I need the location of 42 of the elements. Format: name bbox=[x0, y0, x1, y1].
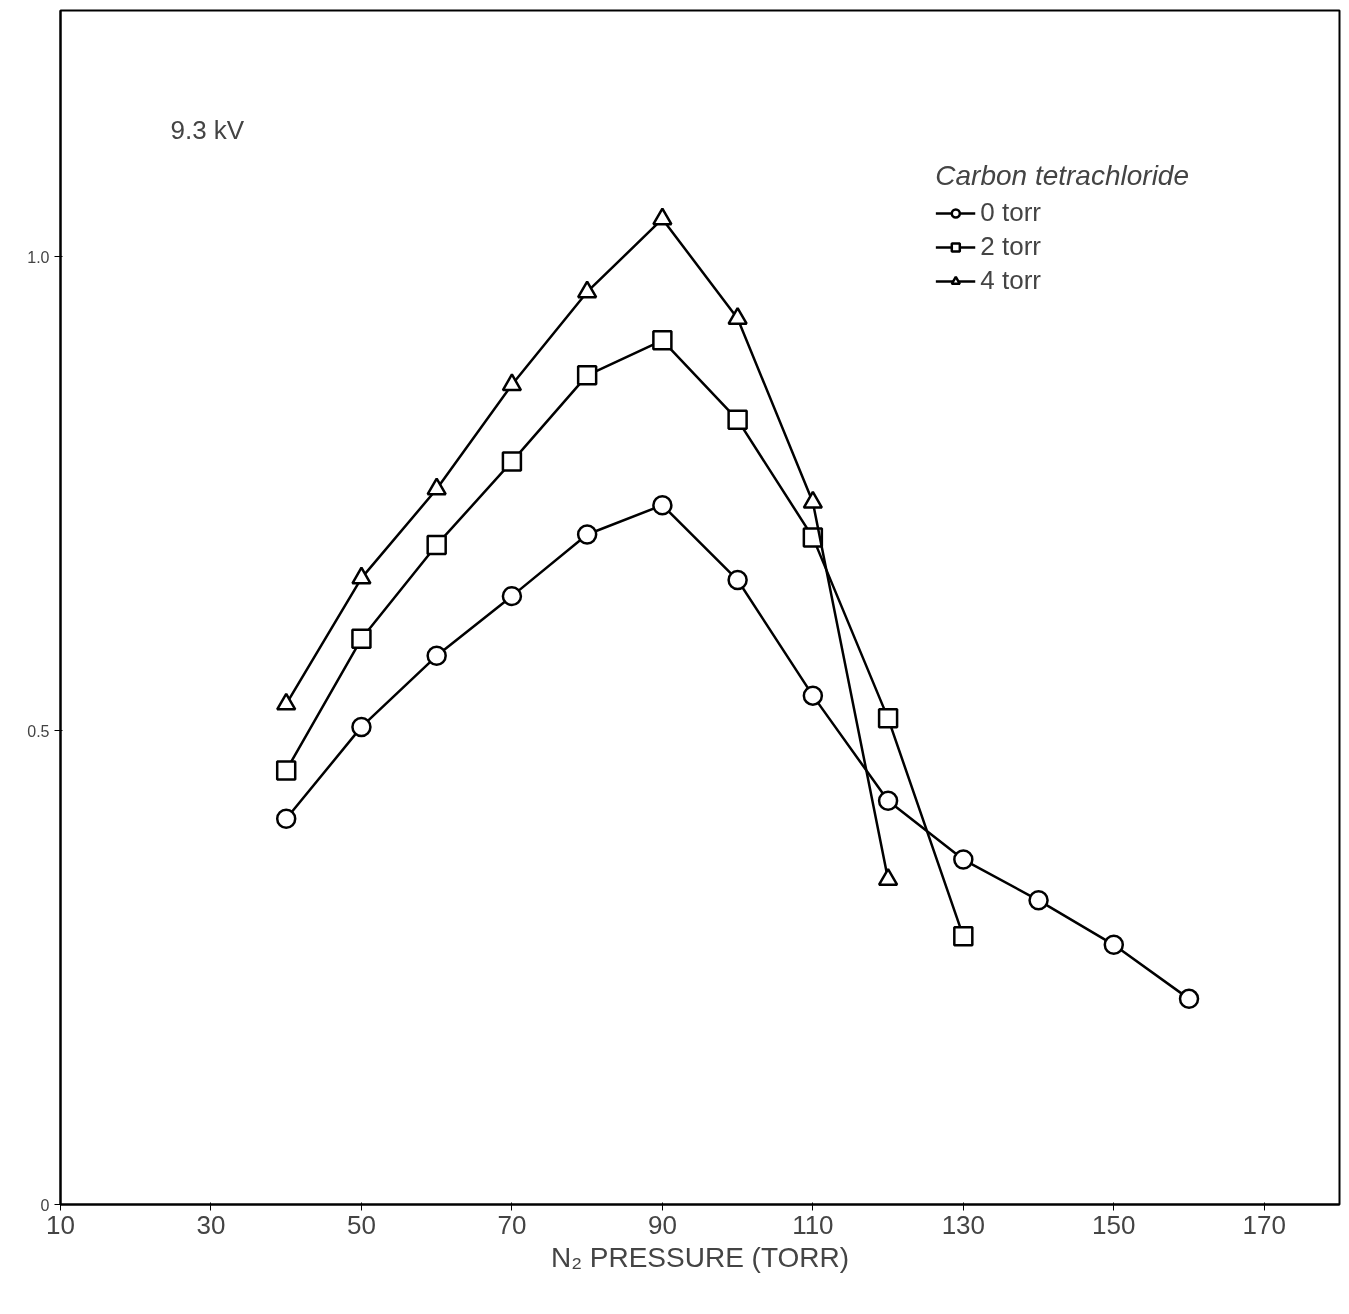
point bbox=[501, 451, 523, 472]
point bbox=[576, 365, 598, 386]
x-tick-label: 110 bbox=[792, 1209, 834, 1240]
point bbox=[652, 330, 673, 351]
point bbox=[877, 708, 899, 729]
x-tick-label: 90 bbox=[647, 1209, 677, 1240]
point bbox=[426, 534, 447, 556]
annotation: 9.3 kV bbox=[170, 114, 245, 145]
legend-title: Carbon tetrachloride bbox=[935, 160, 1189, 192]
point bbox=[351, 628, 372, 650]
legend-label: 2 torr bbox=[980, 231, 1041, 262]
x-tick-label: 170 bbox=[1242, 1209, 1286, 1240]
legend-label: 4 torr bbox=[980, 265, 1041, 296]
y-tick-label: 0 bbox=[40, 1196, 50, 1214]
point bbox=[1178, 988, 1200, 1010]
point bbox=[275, 808, 297, 830]
point bbox=[877, 790, 899, 812]
point bbox=[275, 760, 297, 781]
point bbox=[576, 280, 598, 299]
y-tick-label: 0.5 bbox=[27, 722, 50, 740]
x-axis-title: N₂ PRESSURE (TORR) bbox=[550, 1241, 850, 1273]
point bbox=[802, 685, 824, 706]
x-tick-label: 30 bbox=[196, 1209, 226, 1240]
point bbox=[727, 569, 748, 591]
x-tick-label: 150 bbox=[1092, 1209, 1136, 1240]
x-tick-label: 130 bbox=[941, 1209, 986, 1240]
point bbox=[501, 373, 523, 392]
point bbox=[1103, 934, 1125, 956]
point bbox=[652, 207, 673, 226]
point bbox=[576, 524, 598, 545]
point bbox=[953, 926, 974, 947]
point bbox=[501, 585, 523, 607]
y-tick-label: 1.0 bbox=[27, 248, 50, 266]
x-tick-label: 70 bbox=[497, 1209, 527, 1240]
point bbox=[1028, 890, 1049, 911]
legend-label: 0 torr bbox=[980, 197, 1041, 228]
point bbox=[426, 645, 447, 667]
point bbox=[351, 716, 372, 738]
point bbox=[953, 849, 974, 870]
point bbox=[652, 494, 673, 516]
point bbox=[727, 409, 748, 431]
x-tick-label: 50 bbox=[346, 1209, 376, 1240]
